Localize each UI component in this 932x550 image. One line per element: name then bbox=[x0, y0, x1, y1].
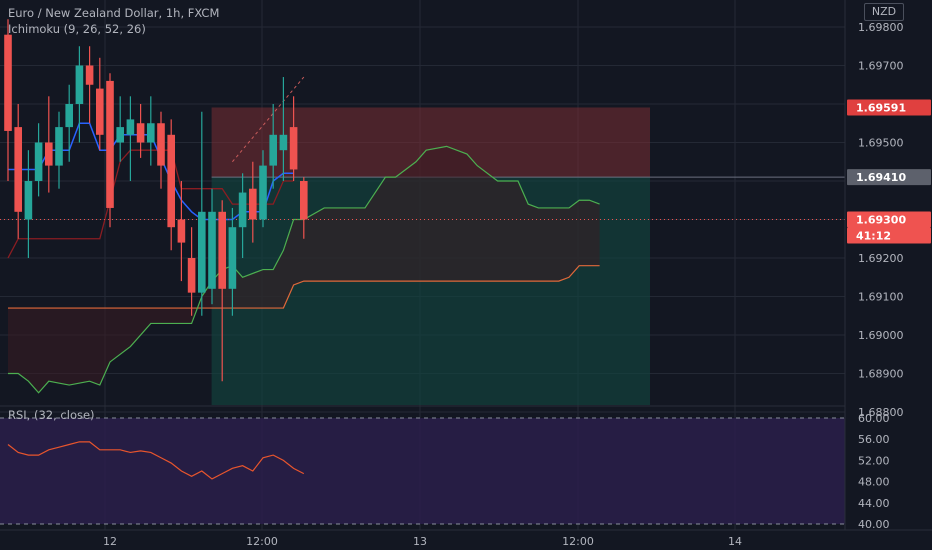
candle-body[interactable] bbox=[208, 211, 216, 289]
price-tick-label: 1.69200 bbox=[858, 252, 904, 265]
candle-body[interactable] bbox=[279, 134, 288, 151]
candle-body[interactable] bbox=[116, 127, 124, 143]
candle-body[interactable] bbox=[4, 34, 12, 131]
symbol-title: Euro / New Zealand Dollar, 1h, FXCM bbox=[8, 6, 220, 20]
candle-body[interactable] bbox=[14, 127, 22, 212]
last-price-tag[interactable] bbox=[847, 211, 931, 228]
candle-body[interactable] bbox=[96, 88, 104, 135]
price-tick-label: 1.69800 bbox=[858, 21, 904, 34]
entry-price-text: 1.69410 bbox=[856, 171, 906, 184]
time-tick-label: 13 bbox=[413, 535, 427, 548]
rsi-label[interactable]: RSI, (32, close) bbox=[8, 408, 95, 422]
candle-body[interactable] bbox=[55, 127, 63, 166]
rsi-tick-label: 56.00 bbox=[858, 433, 890, 446]
candle-body[interactable] bbox=[187, 258, 196, 293]
rsi-tick-label: 44.00 bbox=[858, 497, 890, 510]
candle-body[interactable] bbox=[34, 142, 43, 182]
candle-body[interactable] bbox=[218, 211, 226, 289]
price-tick-label: 1.69700 bbox=[858, 60, 904, 73]
price-axis[interactable]: 1.698001.697001.696001.695001.694001.693… bbox=[844, 0, 932, 550]
candle-body[interactable] bbox=[157, 123, 165, 166]
last-price-text: 1.69300 bbox=[856, 214, 906, 227]
currency-badge[interactable]: NZD bbox=[864, 3, 904, 21]
senkou-span-b-line bbox=[8, 265, 600, 309]
rsi-panel bbox=[0, 405, 845, 525]
candle-body[interactable] bbox=[198, 211, 206, 293]
stop-loss-price-tag[interactable] bbox=[847, 99, 931, 116]
candles[interactable] bbox=[4, 19, 308, 382]
time-tick-label: 12:00 bbox=[246, 535, 278, 548]
rsi-line bbox=[7, 441, 305, 480]
rsi-band bbox=[0, 418, 845, 524]
candle-body[interactable] bbox=[167, 134, 175, 228]
candle-body[interactable] bbox=[269, 134, 277, 166]
candle-body[interactable] bbox=[177, 219, 186, 243]
indicator-label[interactable]: Ichimoku (9, 26, 52, 26) bbox=[8, 22, 146, 36]
ichimoku-cloud bbox=[8, 146, 600, 393]
candle-body[interactable] bbox=[45, 142, 53, 166]
drawn-trend-line bbox=[232, 76, 305, 163]
countdown-tag[interactable] bbox=[847, 227, 931, 244]
stop-loss-price-text: 1.69591 bbox=[856, 101, 906, 114]
candle-body[interactable] bbox=[106, 80, 114, 208]
rsi-tick-label: 40.00 bbox=[858, 518, 890, 531]
price-tick-label: 1.69500 bbox=[858, 137, 904, 150]
candle-body[interactable] bbox=[289, 127, 298, 170]
countdown-text: 41:12 bbox=[856, 230, 891, 243]
candle-body[interactable] bbox=[75, 65, 84, 105]
time-axis[interactable]: 12 12:00 13 12:00 14 bbox=[0, 529, 932, 548]
price-axis-background bbox=[845, 0, 932, 550]
candle-body[interactable] bbox=[85, 65, 94, 85]
candle-body[interactable] bbox=[259, 165, 267, 220]
entry-price-tag[interactable] bbox=[847, 169, 931, 186]
candle-body[interactable] bbox=[24, 181, 33, 220]
candle-body[interactable] bbox=[65, 104, 73, 128]
time-tick-label: 12:00 bbox=[562, 535, 594, 548]
rsi-tick-label: 48.00 bbox=[858, 476, 890, 489]
rsi-tick-label: 52.00 bbox=[858, 454, 890, 467]
candle-body[interactable] bbox=[136, 123, 145, 143]
rsi-tick-label: 60.00 bbox=[858, 412, 890, 425]
kumo-fill bbox=[8, 146, 600, 393]
candle-body[interactable] bbox=[147, 123, 155, 143]
price-tick-label: 1.69100 bbox=[858, 291, 904, 304]
candle-body[interactable] bbox=[228, 227, 237, 289]
price-tick-label: 1.69000 bbox=[858, 329, 904, 342]
senkou-span-a-line bbox=[8, 145, 600, 394]
candle-body[interactable] bbox=[300, 181, 308, 220]
time-tick-label: 14 bbox=[728, 535, 742, 548]
time-tick-label: 12 bbox=[103, 535, 117, 548]
candle-body[interactable] bbox=[126, 119, 135, 135]
price-tick-label: 1.68800 bbox=[858, 406, 904, 419]
price-tick-label: 1.68900 bbox=[858, 368, 904, 381]
candle-body[interactable] bbox=[249, 188, 257, 220]
candle-body[interactable] bbox=[238, 192, 247, 228]
